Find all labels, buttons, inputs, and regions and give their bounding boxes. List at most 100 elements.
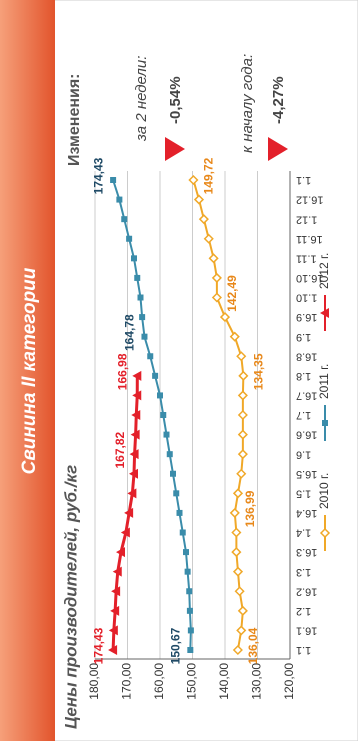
marker [139, 314, 146, 321]
marker [198, 214, 209, 225]
change-label: к началу года: [239, 54, 256, 153]
x-tick-label: 16.3 [296, 546, 317, 558]
change-value: -4,27% [270, 76, 287, 124]
marker [231, 527, 242, 538]
marker [187, 647, 194, 653]
marker [130, 429, 140, 440]
marker [236, 351, 247, 362]
marker [173, 490, 180, 497]
marker [232, 488, 244, 499]
marker [238, 370, 249, 381]
x-tick-label: 16.5 [296, 468, 317, 480]
down-arrow [165, 137, 185, 161]
marker [141, 333, 148, 340]
legend-marker [320, 308, 329, 318]
value-label: 167,82 [113, 431, 127, 468]
x-tick-label: 16.8 [296, 350, 317, 362]
value-label: 142,49 [225, 275, 239, 312]
y-tick-label: 160,00 [152, 663, 166, 700]
value-label: 149,72 [202, 157, 216, 194]
x-tick-label: 1.7 [296, 409, 311, 421]
value-label: 136,04 [246, 627, 260, 664]
marker [208, 253, 219, 264]
marker [108, 645, 118, 655]
marker [186, 588, 193, 595]
marker [131, 255, 137, 262]
marker [170, 470, 176, 477]
legend-marker [322, 420, 328, 426]
x-tick-label: 16.10 [296, 272, 324, 284]
x-tick-label: 16.6 [296, 429, 317, 441]
value-label: 174,43 [91, 627, 105, 664]
y-tick-label: 120,00 [282, 663, 296, 700]
marker [120, 527, 130, 538]
x-tick-label: 1.8 [296, 370, 311, 382]
marker [231, 547, 242, 558]
marker [237, 390, 248, 401]
marker [229, 507, 240, 518]
marker [229, 331, 240, 342]
value-label: 164,78 [123, 314, 137, 351]
legend-label: 2011 г. [317, 364, 331, 399]
marker [116, 196, 123, 203]
x-tick-label: 16.11 [296, 233, 323, 245]
x-tick-label: 1.12 [296, 213, 317, 225]
value-label: 150,67 [168, 627, 182, 664]
x-tick-label: 1.5 [296, 487, 311, 499]
legend-marker [319, 527, 331, 539]
marker [121, 216, 128, 223]
marker [183, 549, 189, 556]
x-tick-label: 1.6 [296, 448, 311, 460]
header-band [0, 0, 55, 741]
y-tick-label: 150,00 [185, 663, 199, 700]
marker [166, 451, 173, 458]
x-tick-label: 1.2 [296, 605, 311, 617]
x-tick-label: 1.4 [296, 527, 311, 539]
marker [237, 605, 248, 616]
change-value: -0,54% [167, 76, 184, 124]
marker [132, 370, 142, 381]
value-label: 136,99 [243, 490, 257, 527]
marker [184, 568, 191, 575]
marker [179, 529, 186, 536]
x-tick-label: 1.10 [296, 292, 317, 304]
x-tick-label: 16.9 [296, 311, 317, 323]
y-tick-label: 130,00 [250, 663, 264, 700]
x-tick-label: 1.1 [296, 174, 311, 186]
marker [186, 607, 193, 614]
y-tick-label: 170,00 [120, 663, 134, 700]
y-tick-label: 180,00 [87, 663, 101, 700]
marker [131, 410, 141, 420]
marker [237, 409, 248, 421]
x-tick-label: 16.12 [296, 194, 324, 206]
marker [152, 372, 159, 379]
legend-label: 2012 г. [317, 253, 331, 289]
marker [237, 429, 248, 440]
x-tick-label: 1.9 [296, 331, 311, 343]
marker [110, 177, 117, 183]
marker [126, 235, 133, 242]
chart-title: Цены производителей, руб./кг [61, 465, 80, 729]
marker [160, 412, 167, 418]
marker [111, 586, 121, 597]
x-tick-label: 16.2 [296, 585, 317, 597]
marker [211, 272, 222, 283]
marker [108, 625, 118, 636]
legend-label: 2010 г. [317, 473, 331, 509]
marker [137, 294, 144, 301]
marker [124, 507, 134, 518]
x-tick-label: 1.11 [296, 252, 317, 264]
marker [132, 390, 142, 401]
x-tick-label: 1.1 [296, 644, 311, 656]
x-tick-label: 16.7 [296, 390, 317, 402]
change-label: за 2 недели: [133, 56, 150, 142]
header-title: Свинина II категории [19, 267, 40, 474]
x-tick-label: 16.1 [296, 625, 317, 637]
down-arrow [268, 137, 288, 161]
marker [163, 431, 170, 438]
marker [236, 625, 247, 636]
marker [234, 586, 245, 597]
x-tick-label: 16.4 [296, 507, 317, 519]
